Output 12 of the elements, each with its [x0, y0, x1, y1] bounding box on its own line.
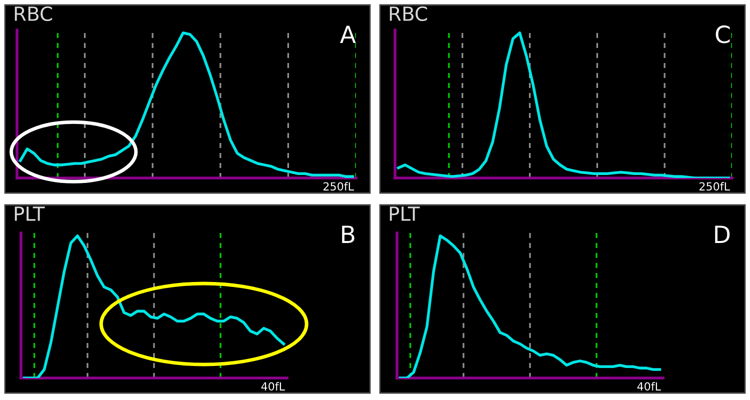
- text: 40fL: [637, 382, 661, 391]
- annotation: C: [716, 25, 730, 44]
- chart-title: RBC: [390, 6, 428, 22]
- chart-title: PLT: [390, 206, 420, 221]
- chart-title: RBC: [14, 6, 52, 22]
- annotation: A: [340, 26, 356, 43]
- text: B: [342, 226, 354, 243]
- text: 250fL: [324, 182, 354, 191]
- text: 250fL: [700, 182, 730, 191]
- text: 40fL: [261, 382, 285, 391]
- text: D: [715, 226, 730, 243]
- chart-title: PLT: [14, 206, 45, 221]
